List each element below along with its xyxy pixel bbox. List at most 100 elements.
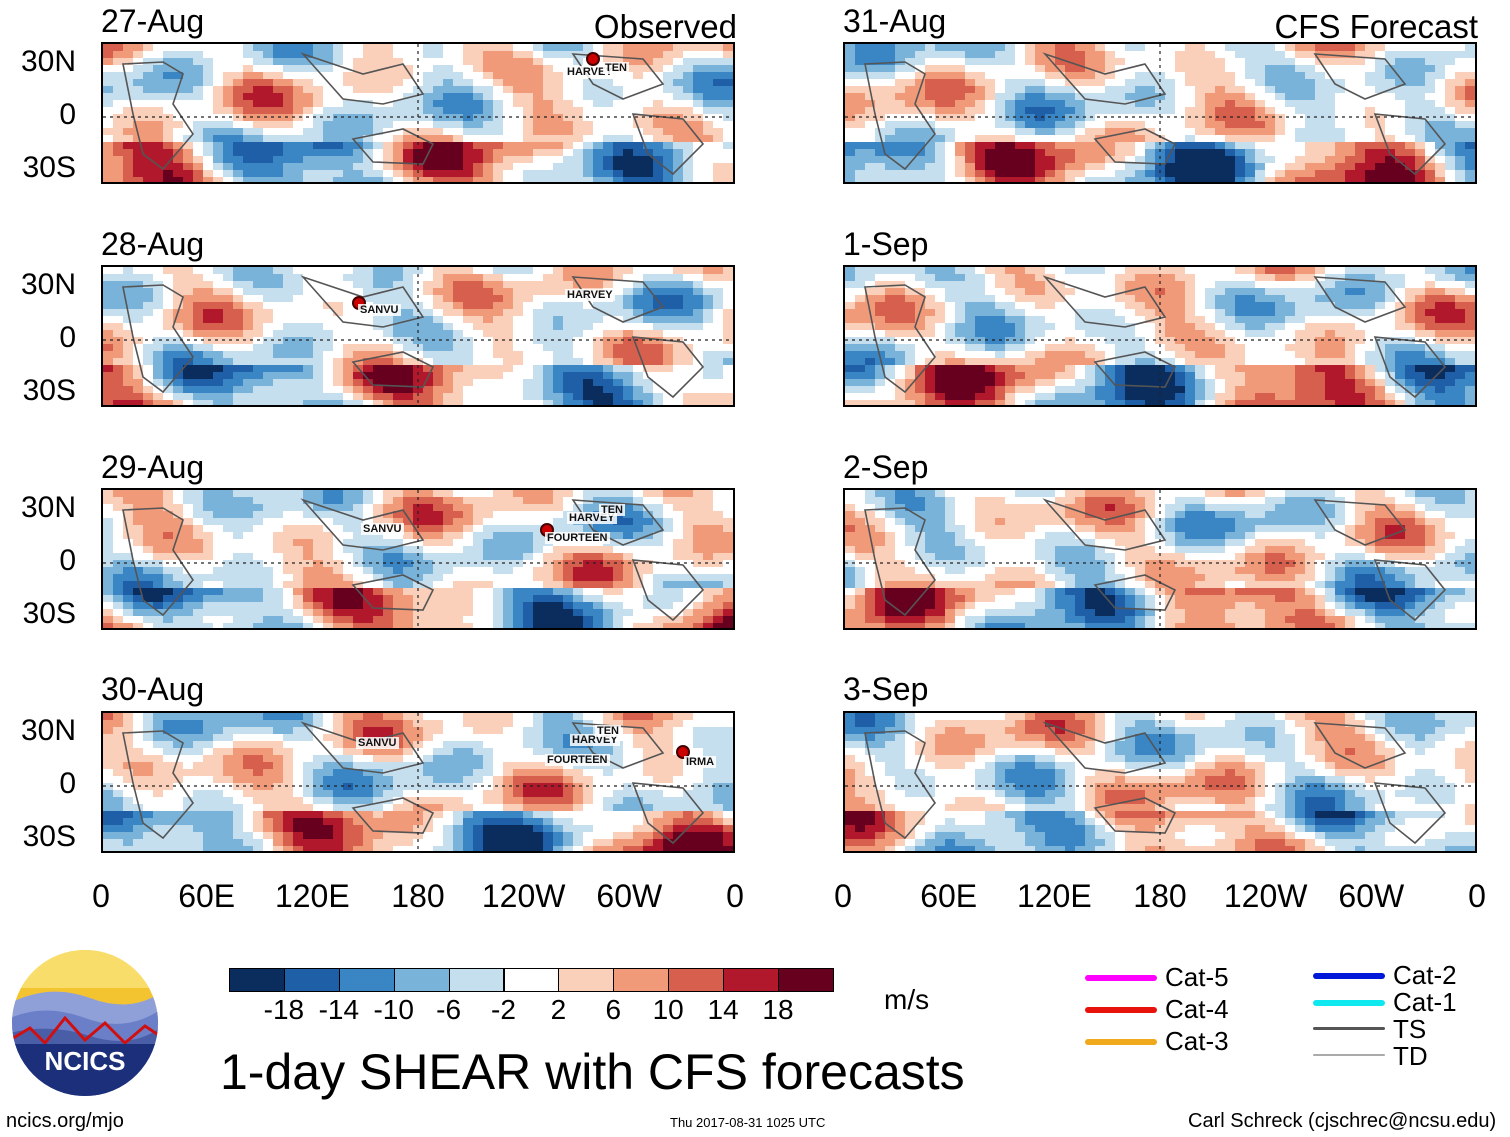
chart-title: 1-day SHEAR with CFS forecasts [220,1044,965,1100]
legend-line-ts [1313,1027,1385,1030]
colorbar-cell-0 [229,968,285,992]
lon-label-0-4: 120W [481,878,566,914]
storm-label-ten-2: TEN [599,504,625,516]
colorbar-tick-5: 2 [550,994,567,1025]
colorbar-tick-2: -10 [373,994,414,1025]
storm-marker-irma-3 [676,745,690,759]
storm-label-sanvu-3: SANVU [356,737,399,749]
colorbar-cell-2 [338,968,395,992]
colorbar-cell-7 [613,968,670,992]
shear-map-observed-1 [101,265,735,407]
colorbar-cell-3 [393,968,450,992]
panel-date-2-left: 29-Aug [101,449,205,485]
lat-label-1-1: 0 [59,321,76,354]
lon-label-1-0: 0 [834,878,852,914]
legend-line-cat-4 [1085,1007,1157,1013]
storm-marker-harvey-0 [586,52,600,66]
panel-date-1-left: 28-Aug [101,226,205,262]
lon-label-1-3: 180 [1133,878,1187,914]
legend-label-cat-5: Cat-5 [1165,962,1229,992]
colorbar-tick-0: -18 [263,994,305,1025]
lat-label-1-0: 30N [20,268,76,301]
legend-label-cat-1: Cat-1 [1393,987,1457,1017]
ncics-logo: NCICS [10,948,160,1098]
shear-map-forecast-2 [843,488,1477,630]
lon-label-0-5: 60W [596,878,663,914]
legend-line-cat-1 [1313,1000,1385,1006]
colorbar-tick-7: 10 [652,994,684,1025]
storm-label-fourteen-3: FOURTEEN [545,754,610,766]
lon-label-0-6: 0 [726,878,744,914]
colorbar-tick-1: -14 [318,994,360,1025]
shear-map-observed-2 [101,488,735,630]
shear-map-observed-0 [101,42,735,184]
legend-line-cat-2 [1313,973,1385,979]
lat-label-3-0: 30N [20,714,76,747]
storm-label-fourteen-2: FOURTEEN [545,532,610,544]
colorbar-cell-9 [723,968,779,992]
panel-date-3-right: 3-Sep [843,671,929,707]
lat-label-3-2: 30S [22,820,76,853]
colorbar-tick-9: 18 [762,994,794,1025]
shear-map-forecast-3 [843,711,1477,853]
legend-line-td [1313,1054,1385,1056]
colorbar-cell-4 [448,968,505,992]
lon-label-1-4: 120W [1223,878,1308,914]
storm-label-ten-0: TEN [603,62,629,74]
panel-date-2-right: 2-Sep [843,449,929,485]
storm-label-sanvu-2: SANVU [361,523,404,535]
panel-date-1-right: 1-Sep [843,226,929,262]
legend-label-ts: TS [1393,1014,1427,1044]
logo-text: NCICS [45,1046,126,1076]
footer-timestamp: Thu 2017-08-31 1025 UTC [670,1115,826,1130]
lon-label-1-6: 0 [1468,878,1486,914]
observed-label: Observed [593,8,737,45]
storm-label-sanvu-1: SANVU [358,304,401,316]
storm-label-ten-3: TEN [595,725,621,737]
storm-label-irma-3: IRMA [684,756,717,768]
lon-label-1-1: 60E [920,878,978,914]
lat-label-0-1: 0 [59,98,76,131]
colorbar-tick-8: 14 [707,994,739,1025]
legend-line-cat-5 [1085,975,1157,981]
shear-map-observed-3 [101,711,735,853]
colorbar-cell-6 [558,968,615,992]
footer-author: Carl Schreck (cjschrec@ncsu.edu) [1188,1110,1497,1132]
shear-map-forecast-0 [843,42,1477,184]
legend-label-cat-4: Cat-4 [1165,994,1229,1024]
lon-label-0-3: 180 [391,878,445,914]
footer-url[interactable]: ncics.org/mjo [6,1110,124,1132]
lat-label-3-1: 0 [59,767,76,800]
colorbar-cell-1 [283,968,340,992]
colorbar-cell-8 [668,968,725,992]
lat-label-0-2: 30S [22,151,76,184]
legend-label-td: TD [1393,1041,1428,1071]
lat-label-2-0: 30N [20,491,76,524]
legend-line-cat-3 [1085,1039,1157,1045]
lon-label-0-1: 60E [178,878,236,914]
cfs-forecast-label: CFS Forecast [1274,8,1478,45]
lat-label-2-1: 0 [59,544,76,577]
storm-label-harvey-1: HARVEY [565,289,615,301]
storm-label-harvey-3: HARVEY [570,734,620,746]
units-label: m/s [884,984,930,1015]
lon-label-0-2: 120E [274,878,350,914]
shear-map-forecast-1 [843,265,1477,407]
lon-label-0-0: 0 [92,878,110,914]
legend-label-cat-2: Cat-2 [1393,960,1457,990]
colorbar-cell-10 [778,968,834,992]
colorbar-tick-4: -2 [491,994,516,1025]
storm-label-harvey-0: HARVEY [565,66,615,78]
legend-label-cat-3: Cat-3 [1165,1026,1229,1056]
lon-label-1-5: 60W [1338,878,1405,914]
colorbar-tick-6: 6 [605,994,622,1025]
colorbar-tick-3: -6 [436,994,462,1025]
panel-date-0-right: 31-Aug [843,3,947,39]
panel-date-3-left: 30-Aug [101,671,205,707]
colorbar-cell-5 [503,968,560,992]
lon-label-1-2: 120E [1016,878,1092,914]
lat-label-2-2: 30S [22,597,76,630]
lat-label-1-2: 30S [22,374,76,407]
lat-label-0-0: 30N [20,45,76,78]
panel-date-0-left: 27-Aug [101,3,205,39]
